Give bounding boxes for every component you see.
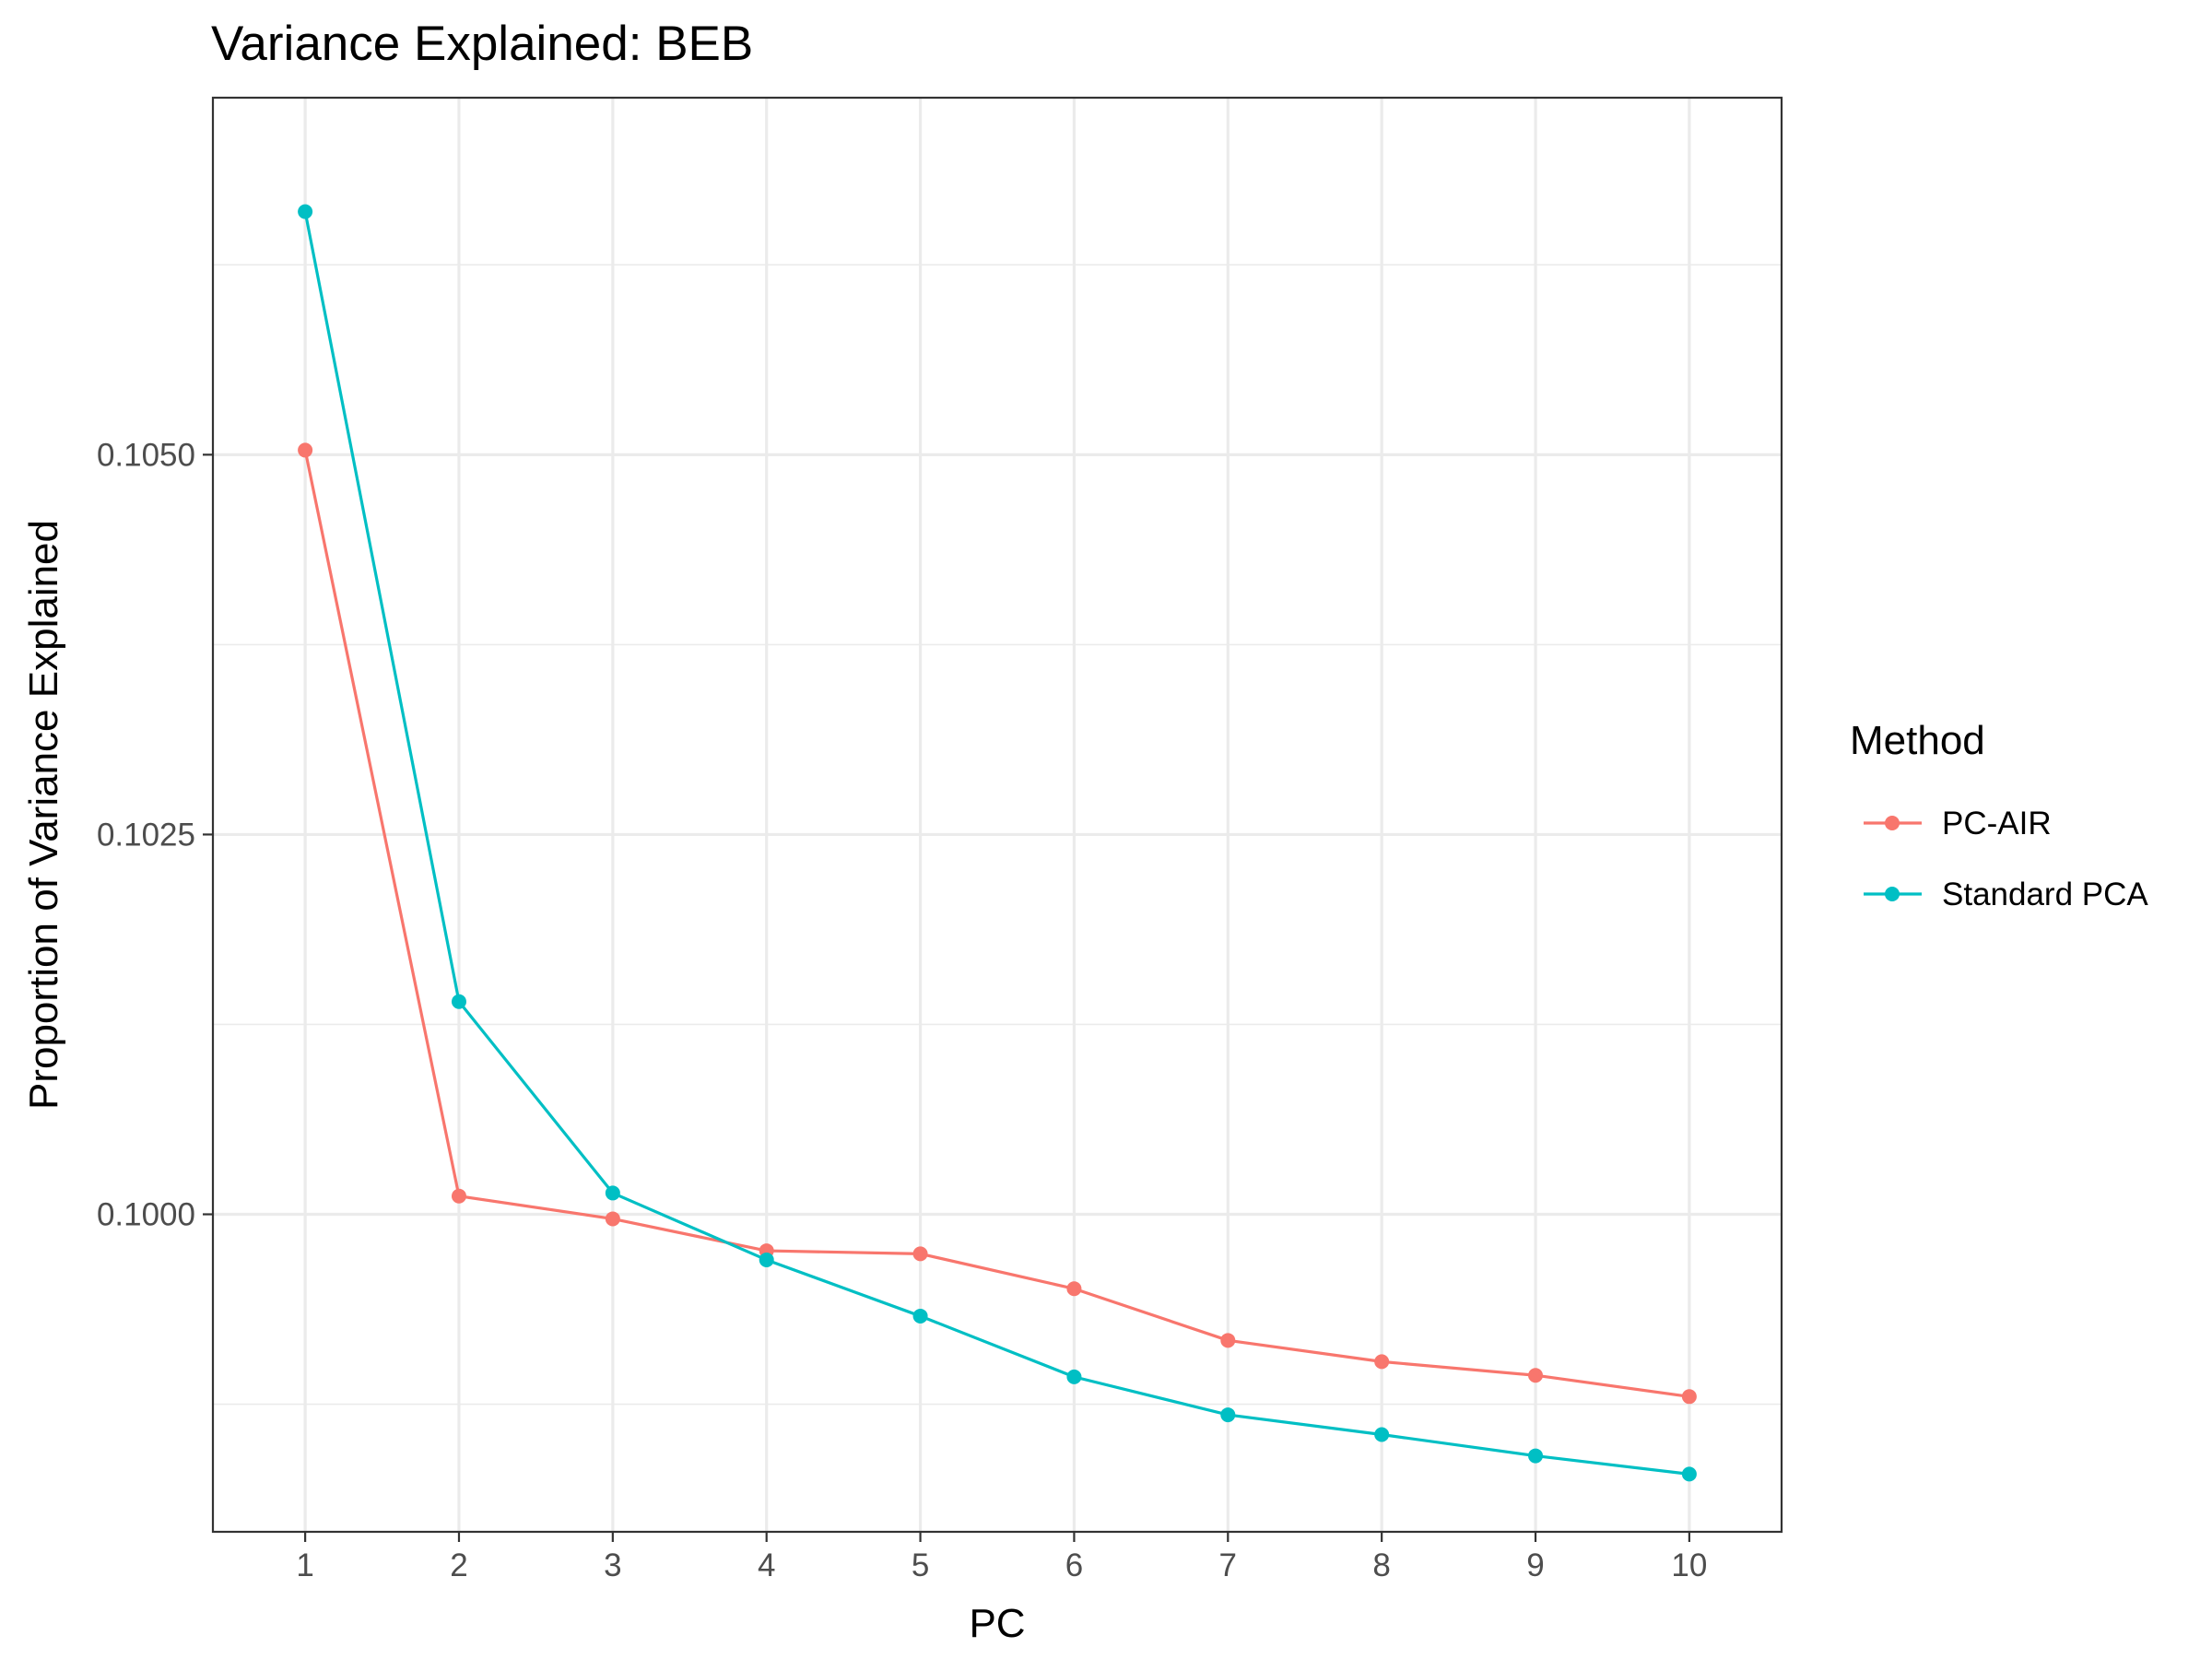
chart-title: Variance Explained: BEB xyxy=(211,17,753,71)
data-point-standard-pca-8 xyxy=(1374,1428,1389,1442)
x-tick-label: 1 xyxy=(296,1547,313,1583)
data-point-pc-air-5 xyxy=(913,1246,928,1261)
data-point-standard-pca-5 xyxy=(913,1309,928,1324)
x-tick-label: 10 xyxy=(1671,1547,1707,1583)
y-axis-title: Proportion of Variance Explained xyxy=(21,520,66,1110)
y-tick-label: 0.1050 xyxy=(97,437,195,473)
x-tick-label: 4 xyxy=(758,1547,775,1583)
legend-label-pc-air: PC-AIR xyxy=(1942,806,2052,841)
legend-label-standard-pca: Standard PCA xyxy=(1942,877,2148,912)
data-point-pc-air-6 xyxy=(1066,1281,1081,1296)
data-point-pc-air-10 xyxy=(1682,1389,1697,1404)
legend-key-point-standard-pca xyxy=(1885,887,1900,901)
data-point-standard-pca-3 xyxy=(606,1185,620,1200)
x-tick-label: 6 xyxy=(1065,1547,1083,1583)
data-point-standard-pca-6 xyxy=(1066,1370,1081,1384)
data-point-standard-pca-7 xyxy=(1220,1407,1235,1422)
x-tick-label: 8 xyxy=(1372,1547,1390,1583)
data-point-standard-pca-1 xyxy=(298,205,312,219)
data-point-standard-pca-10 xyxy=(1682,1466,1697,1481)
data-point-standard-pca-4 xyxy=(759,1253,774,1267)
x-tick-label: 5 xyxy=(912,1547,929,1583)
x-axis-title: PC xyxy=(969,1601,1025,1646)
x-tick-label: 2 xyxy=(450,1547,467,1583)
data-point-standard-pca-2 xyxy=(452,994,466,1009)
data-point-pc-air-1 xyxy=(298,442,312,457)
legend-key-point-pc-air xyxy=(1885,816,1900,830)
data-point-pc-air-7 xyxy=(1220,1333,1235,1347)
x-tick-label: 3 xyxy=(604,1547,621,1583)
data-point-standard-pca-9 xyxy=(1528,1449,1543,1464)
y-tick-label: 0.1025 xyxy=(97,817,195,853)
x-tick-label: 9 xyxy=(1526,1547,1544,1583)
data-point-pc-air-8 xyxy=(1374,1354,1389,1369)
data-point-pc-air-3 xyxy=(606,1211,620,1226)
legend-title: Method xyxy=(1850,718,1985,763)
x-tick-label: 7 xyxy=(1219,1547,1237,1583)
data-point-pc-air-2 xyxy=(452,1189,466,1204)
y-tick-label: 0.1000 xyxy=(97,1197,195,1233)
data-point-pc-air-9 xyxy=(1528,1368,1543,1382)
